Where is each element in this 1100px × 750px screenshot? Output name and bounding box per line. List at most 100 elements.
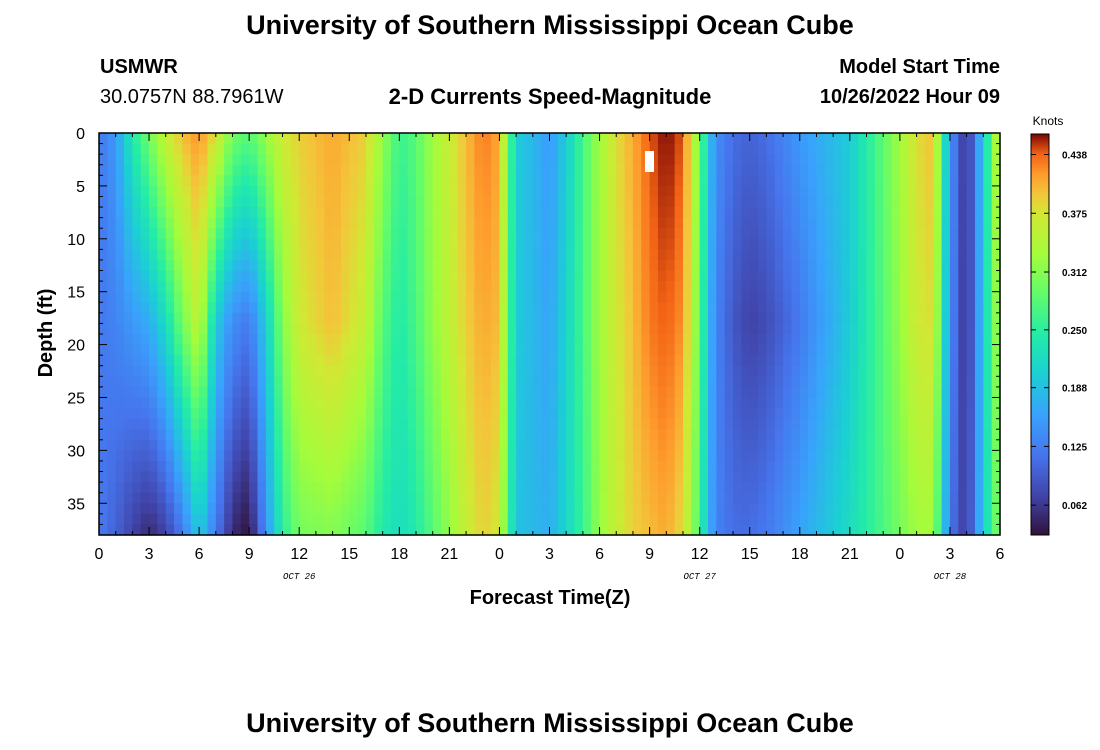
- heatmap-cell: [491, 270, 501, 282]
- heatmap-cell: [224, 228, 234, 240]
- heatmap-cell: [682, 365, 692, 377]
- heatmap-cell: [766, 344, 776, 356]
- heatmap-cell: [891, 439, 901, 451]
- heatmap-cell: [966, 259, 976, 272]
- heatmap-cell: [849, 217, 859, 229]
- heatmap-cell: [516, 365, 526, 377]
- x-tick-label: 15: [741, 546, 759, 563]
- heatmap-cell: [666, 270, 676, 282]
- heatmap-cell: [174, 281, 184, 293]
- heatmap-cell: [124, 503, 133, 515]
- colorbar-tick-label: 0.438: [1062, 151, 1087, 162]
- heatmap-cell: [424, 376, 434, 388]
- heatmap-cell: [307, 281, 317, 293]
- heatmap-cell: [407, 154, 417, 166]
- heatmap-cell: [482, 312, 492, 325]
- heatmap-cell: [691, 323, 701, 335]
- heatmap-cell: [691, 503, 701, 515]
- heatmap-cell: [924, 270, 934, 282]
- heatmap-cell: [641, 355, 651, 367]
- heatmap-cell: [749, 217, 759, 229]
- heatmap-cell: [599, 482, 609, 494]
- heatmap-cell: [874, 397, 884, 409]
- heatmap-cell: [399, 185, 409, 198]
- heatmap-cell: [916, 429, 926, 441]
- heatmap-cell: [974, 175, 984, 187]
- heatmap-cell: [816, 513, 826, 526]
- heatmap-cell: [741, 207, 751, 219]
- heatmap-cell: [666, 503, 676, 515]
- heatmap-cell: [849, 143, 859, 155]
- heatmap-cell: [432, 270, 442, 282]
- heatmap-cell: [582, 164, 592, 176]
- heatmap-cell: [382, 207, 392, 219]
- heatmap-cell: [482, 207, 492, 219]
- heatmap-cell: [174, 355, 184, 367]
- heatmap-cell: [265, 133, 275, 145]
- heatmap-cell: [124, 376, 133, 388]
- heatmap-cell: [299, 217, 309, 229]
- heatmap-cell: [115, 154, 125, 166]
- heatmap-cell: [841, 270, 851, 282]
- heatmap-cell: [674, 524, 684, 536]
- heatmap-cell: [382, 270, 392, 282]
- heatmap-cell: [741, 154, 751, 166]
- heatmap-cell: [591, 185, 601, 198]
- heatmap-cell: [849, 133, 859, 145]
- heatmap-cell: [557, 143, 567, 155]
- heatmap-cell: [624, 503, 634, 515]
- heatmap-cell: [991, 259, 1001, 272]
- heatmap-cell: [416, 524, 425, 536]
- heatmap-cell: [616, 217, 626, 229]
- heatmap-cell: [849, 238, 859, 250]
- heatmap-cell: [949, 154, 959, 166]
- heatmap-cell: [582, 429, 592, 441]
- heatmap-cell: [949, 185, 959, 198]
- heatmap-cell: [766, 143, 776, 155]
- heatmap-cell: [374, 513, 384, 526]
- heatmap-cell: [390, 344, 400, 356]
- heatmap-cell: [140, 439, 150, 451]
- heatmap-cell: [115, 334, 125, 346]
- heatmap-cell: [607, 513, 617, 526]
- heatmap-cell: [883, 460, 893, 473]
- heatmap-cell: [482, 291, 492, 303]
- heatmap-cell: [974, 217, 984, 229]
- heatmap-cell: [666, 408, 676, 420]
- heatmap-cell: [841, 302, 851, 314]
- heatmap-cell: [599, 143, 609, 155]
- heatmap-cell: [382, 259, 392, 272]
- heatmap-cell: [290, 482, 300, 494]
- heatmap-cell: [599, 386, 609, 399]
- heatmap-cell: [299, 164, 309, 176]
- heatmap-cell: [574, 133, 584, 145]
- heatmap-cell: [524, 408, 534, 420]
- heatmap-cell: [783, 376, 793, 388]
- heatmap-cell: [541, 460, 551, 473]
- heatmap-cell: [107, 355, 117, 367]
- heatmap-cell: [582, 439, 592, 451]
- heatmap-cell: [791, 471, 801, 483]
- heatmap-cell: [774, 460, 784, 473]
- heatmap-cell: [474, 513, 484, 526]
- heatmap-cell: [307, 228, 317, 240]
- heatmap-cell: [340, 482, 350, 494]
- heatmap-cell: [649, 196, 659, 208]
- heatmap-cell: [941, 397, 951, 409]
- heatmap-cell: [307, 133, 317, 145]
- heatmap-cell: [574, 217, 584, 229]
- heatmap-cell: [674, 228, 684, 240]
- heatmap-cell: [165, 439, 175, 451]
- heatmap-cell: [991, 133, 1001, 145]
- heatmap-cell: [849, 185, 859, 198]
- heatmap-cell: [758, 334, 767, 346]
- heatmap-cell: [190, 238, 200, 250]
- heatmap-cell: [966, 513, 976, 526]
- heatmap-cell: [908, 334, 918, 346]
- heatmap-cell: [374, 397, 384, 409]
- heatmap-cell: [808, 524, 818, 536]
- heatmap-cell: [432, 312, 442, 325]
- heatmap-cell: [949, 133, 959, 145]
- heatmap-cell: [966, 503, 976, 515]
- heatmap-cell: [624, 302, 634, 314]
